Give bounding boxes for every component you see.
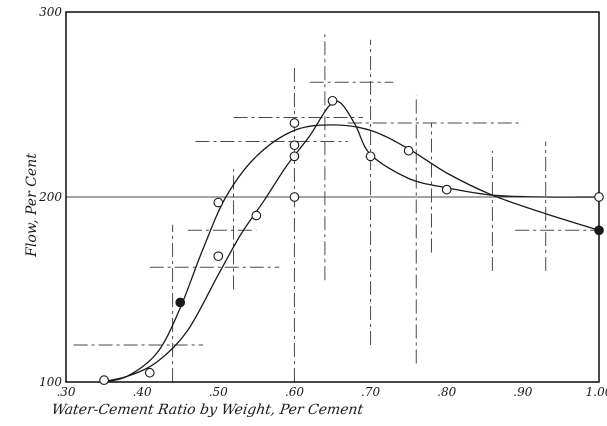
x-tick-label-2: .50 (209, 385, 228, 399)
x-tick-label-0: .30 (56, 385, 75, 399)
tick-labels: .30 .40 .50 .60 .70 .80 .90 1.00 100 200 300 (38, 5, 607, 399)
data-points (99, 95, 604, 386)
x-axis-title: Water-Cement Ratio by Weight, Per Cement (51, 402, 365, 418)
x-tick-label-4: .70 (361, 385, 380, 399)
y-tick-label-0: 100 (39, 375, 62, 389)
series-2-point-3 (289, 118, 300, 128)
series-1-point-6 (327, 95, 338, 106)
series-1-point-7 (365, 151, 376, 162)
series-1-point-3 (213, 251, 224, 262)
series-2-point-7 (594, 225, 604, 236)
grid-lines (66, 30, 599, 382)
series-1-point-2 (144, 367, 155, 378)
series-1-curve (100, 100, 600, 383)
series-1-point-5 (289, 140, 300, 151)
x-tick-label-1: .40 (133, 385, 152, 399)
series-1-point-4 (251, 210, 262, 221)
x-tick-label-5: .80 (437, 385, 456, 399)
series-1-point-1 (99, 375, 109, 386)
series-2-point-1 (175, 297, 186, 308)
series-2-curve (100, 124, 600, 383)
x-tick-label-3: .60 (285, 385, 304, 399)
series-2-point-5 (289, 192, 300, 202)
series-1-point-8 (441, 184, 452, 195)
y-tick-label-2: 300 (39, 5, 62, 19)
y-axis-title: Flow, Per Cent (24, 153, 40, 258)
curves (100, 100, 600, 383)
y-tick-label-1: 200 (38, 190, 62, 204)
series-2-point-6 (403, 145, 414, 156)
x-tick-label-6: .90 (513, 385, 532, 399)
series-2-point-4 (289, 151, 300, 162)
x-tick-label-7: 1.00 (586, 385, 607, 399)
series-2-point-2 (213, 197, 224, 208)
series-1-point-9 (594, 192, 604, 202)
